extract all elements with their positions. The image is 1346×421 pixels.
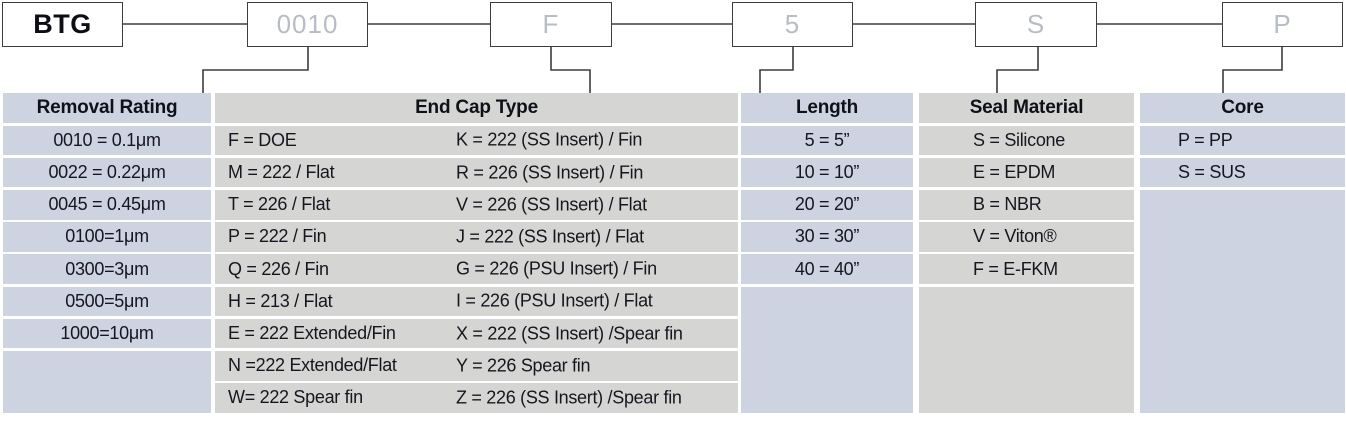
seal-material-option: S = Silicone [919,125,1134,156]
column-header-removal-rating: Removal Rating [3,93,211,123]
code-box-end-cap: F [490,2,612,47]
removal-rating-option: 0500=5μm [3,286,211,317]
column-length: Length 5 = 5” 10 = 10” 20 = 20” 30 = 30”… [741,93,913,415]
end-cap-option-right: X = 222 (SS Insert) /Spear fin [456,323,683,344]
end-cap-option-left: Q = 226 / Fin [228,258,329,279]
empty-cell [1140,189,1345,413]
core-option: S = SUS [1140,157,1345,188]
column-core: Core P = PP S = SUS [1140,93,1345,415]
length-option: 20 = 20” [741,189,913,220]
column-removal-rating: Removal Rating 0010 = 0.1μm 0022 = 0.22μ… [3,93,211,415]
removal-rating-option: 1000=10μm [3,318,211,349]
end-cap-option-row: H = 213 / Flat I = 226 (PSU Insert) / Fl… [215,286,738,317]
column-header-seal-material: Seal Material [919,93,1134,123]
empty-cell [741,286,913,413]
seal-material-option: E = EPDM [919,157,1134,188]
empty-cell [3,350,211,413]
end-cap-option-row: P = 222 / Fin J = 222 (SS Insert) / Flat [215,222,738,252]
end-cap-option-right: R = 226 (SS Insert) / Fin [456,162,644,183]
length-option: 5 = 5” [741,125,913,156]
end-cap-option-row: N =222 Extended/Flat Y = 226 Spear fin [215,350,738,381]
end-cap-option-right: Y = 226 Spear fin [456,355,591,376]
end-cap-option-right: V = 226 (SS Insert) / Flat [456,194,647,215]
seal-material-option: F = E-FKM [919,254,1134,284]
column-header-length: Length [741,93,913,123]
end-cap-option-left: E = 222 Extended/Fin [228,323,396,344]
code-box-length: 5 [732,2,853,47]
column-end-cap-type: End Cap Type F = DOE K = 222 (SS Insert)… [215,93,738,415]
seal-material-option: V = Viton® [919,222,1134,252]
removal-rating-option: 0010 = 0.1μm [3,125,211,156]
end-cap-option-right: I = 226 (PSU Insert) / Flat [456,290,653,311]
column-header-core: Core [1140,93,1345,123]
end-cap-option-left: F = DOE [228,129,297,150]
end-cap-option-row: T = 226 / Flat V = 226 (SS Insert) / Fla… [215,189,738,220]
end-cap-option-right: J = 222 (SS Insert) / Flat [456,226,644,247]
end-cap-option-left: H = 213 / Flat [228,290,333,311]
removal-rating-option: 0100=1μm [3,222,211,252]
column-seal-material: Seal Material S = Silicone E = EPDM B = … [919,93,1134,415]
removal-rating-option: 0045 = 0.45μm [3,189,211,220]
end-cap-option-left: N =222 Extended/Flat [228,355,397,376]
seal-material-option: B = NBR [919,189,1134,220]
core-option: P = PP [1140,125,1345,156]
end-cap-option-row: M = 222 / Flat R = 226 (SS Insert) / Fin [215,157,738,188]
code-box-seal-material: S [975,2,1097,47]
code-box-removal-rating: 0010 [247,2,368,47]
code-box-family: BTG [2,2,123,47]
removal-rating-option: 0022 = 0.22μm [3,157,211,188]
removal-rating-option: 0300=3μm [3,254,211,284]
end-cap-option-right: G = 226 (PSU Insert) / Fin [456,258,657,279]
code-box-core: P [1222,2,1343,47]
end-cap-option-left: M = 222 / Flat [228,162,335,183]
end-cap-option-left: T = 226 / Flat [228,194,331,215]
end-cap-option-row: E = 222 Extended/Fin X = 222 (SS Insert)… [215,318,738,349]
end-cap-option-right: K = 222 (SS Insert) / Fin [456,129,643,150]
end-cap-option-left: P = 222 / Fin [228,226,327,247]
length-option: 40 = 40” [741,254,913,284]
end-cap-option-row: Q = 226 / Fin G = 226 (PSU Insert) / Fin [215,254,738,284]
end-cap-option-row: W= 222 Spear fin Z = 226 (SS Insert) /Sp… [215,383,738,413]
end-cap-option-row: F = DOE K = 222 (SS Insert) / Fin [215,125,738,156]
column-header-end-cap-type: End Cap Type [215,93,738,123]
length-option: 30 = 30” [741,222,913,252]
end-cap-option-left: W= 222 Spear fin [228,387,363,408]
length-option: 10 = 10” [741,157,913,188]
end-cap-option-right: Z = 226 (SS Insert) /Spear fin [456,387,682,408]
empty-cell [919,286,1134,413]
